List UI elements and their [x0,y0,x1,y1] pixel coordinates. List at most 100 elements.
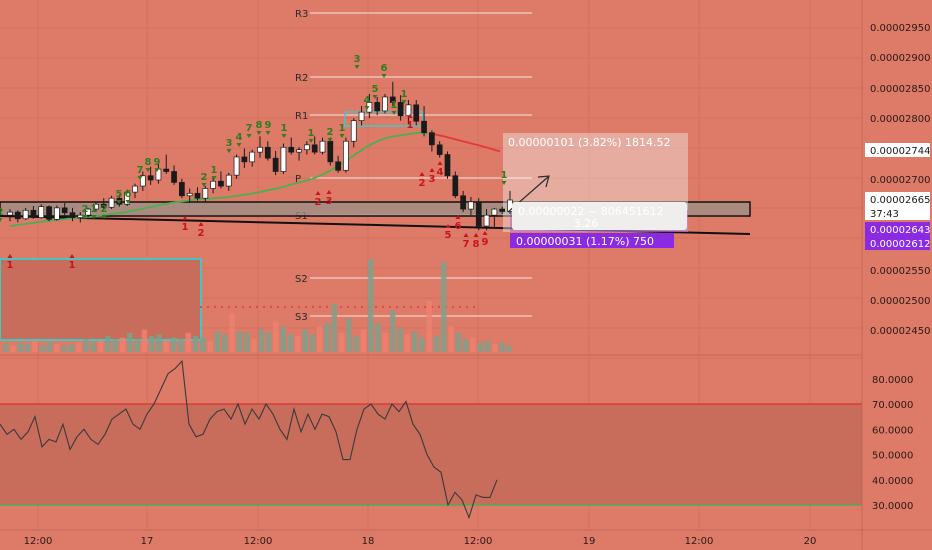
price-marker-box [865,236,930,250]
candle-body [280,146,287,172]
sequence-label: 1 [281,123,288,134]
measure-upper-label: 0.00000101 (3.82%) 1814.52 [508,136,671,149]
price-marker-box [865,143,930,157]
sequence-label: 1 [339,123,346,134]
sequence-label: 2 [327,127,334,138]
sequence-label: 2 [419,178,426,189]
sequence-label: 1 [91,204,98,215]
candle-body [54,207,60,220]
volume-bar [222,334,228,352]
volume-bar [119,337,126,352]
volume-bar [433,336,440,352]
volume-bar [484,340,491,352]
volume-bar [382,332,389,352]
time-tick-label: 12:00 [685,536,714,547]
sequence-arrow-up [429,168,435,172]
candle-body [304,144,310,151]
sequence-arrow-down [82,215,88,219]
volume-bar [448,326,454,352]
volume-bar [506,345,513,352]
sequence-arrow-up [315,191,321,195]
volume-bar [61,345,67,352]
price-tick-label: 0.00002700 [870,175,930,186]
candles [7,81,513,231]
volume-bar [149,336,155,352]
time-axis[interactable]: 12:00 17 12:00 18 12:00 19 12:00 20 [24,536,817,547]
volume-bar [404,334,410,352]
candle-body [46,206,52,220]
candle-body [249,151,256,163]
sequence-arrow-down [91,215,97,219]
volume-bar [499,342,505,352]
price-tick-label: 0.00002850 [870,84,930,95]
volume-bar [397,328,403,352]
sequence-label: 1 [308,128,315,139]
volume-bar [338,332,345,352]
candle-body [499,208,506,212]
candle-body [30,209,37,218]
candle-body [241,156,248,163]
candle-body [100,203,107,208]
candle-body [429,132,435,146]
sequence-arrow-down [125,200,131,204]
pivot-label: S2 [295,274,308,285]
rsi-tick-label: 30.0000 [872,501,913,512]
volume-bar [163,340,170,352]
sequence-label: 6 [455,221,462,232]
candle-body [335,161,341,171]
sequence-label: 4 [437,167,444,178]
rsi-tick-label: 60.0000 [872,425,913,436]
candle-body [93,203,99,210]
range-box[interactable] [0,258,202,341]
price-tick-label: 0.00002900 [870,53,930,64]
volume-bar [10,345,16,352]
sequence-arrow-down [137,176,143,180]
measure-lower-box [510,233,674,248]
sequence-arrow-up [455,215,461,219]
sequence-label: 7 [137,165,144,176]
rsi-tick-label: 50.0000 [872,451,913,462]
candle-body [350,120,357,142]
price-marker-label: 0.00002643 [870,225,930,236]
sequence-arrow-down [201,183,207,187]
candle-body [343,140,349,171]
sequence-label: 1 [391,100,398,111]
sequence-label: 6 [381,63,388,74]
volume-bar [360,329,367,352]
sequence-arrow-down [281,134,287,138]
sequence-label: 9 [482,237,489,248]
volume-bar [112,339,118,352]
rsi-line [0,359,498,520]
volume-bar [207,340,213,352]
sequence-arrow-down [256,131,262,135]
sequence-arrow-up [326,190,332,194]
sequence-arrow-down [211,176,217,180]
sequence-label: 3 [226,138,233,149]
candle-body [475,201,482,227]
rsi-axis[interactable]: 80.0000 70.0000 60.0000 50.0000 40.0000 30.00… [872,375,913,512]
volume-bar [419,337,425,352]
candle-body [421,120,427,134]
sequence-arrow-down [308,139,314,143]
volume-bar [236,331,243,352]
trend-line[interactable] [0,215,751,235]
time-tick-label: 12:00 [464,536,493,547]
sequence-label: 2 [315,197,322,208]
pivot-label: S3 [295,312,308,323]
candle-body [179,182,185,197]
volume-bar [156,334,162,352]
rsi-tick-label: 80.0000 [872,375,913,386]
candle-body [491,208,498,216]
time-tick-label: 12:00 [244,536,273,547]
candle-body [124,191,131,205]
sequence-label: 8 [145,157,152,168]
candle-body [186,192,193,197]
sequence-arrow-down [327,138,333,142]
sequence-label: 1 [211,165,218,176]
sequence-arrow-down [354,65,360,69]
sequence-arrow-up [69,254,75,258]
sequence-arrow-up [437,161,443,165]
volume-bar [68,344,75,352]
candle-body [452,175,459,197]
